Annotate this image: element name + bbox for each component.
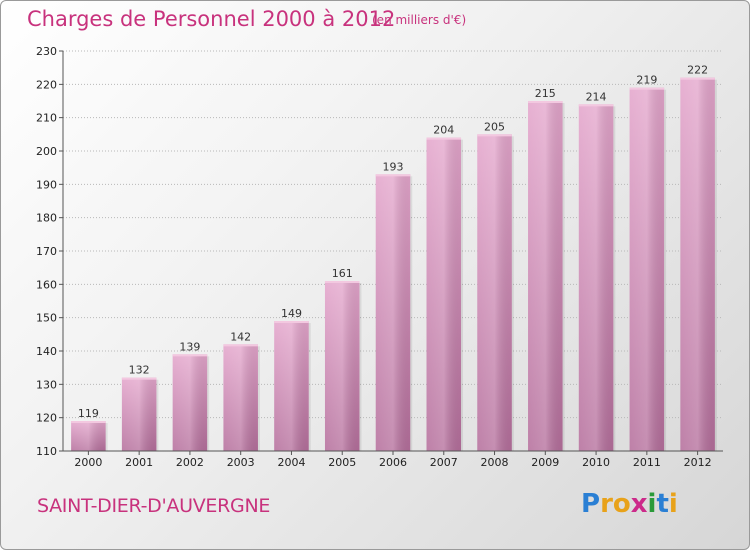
data-label: 161 [332, 267, 353, 280]
x-tick-label: 2010 [582, 456, 610, 469]
y-tick-label: 120 [36, 412, 57, 425]
logo-letter: r [600, 489, 613, 519]
x-tick-label: 2004 [277, 456, 305, 469]
y-axis: 110 120 130 140 150 160 170 180 190 200 210 220 230 [36, 45, 64, 458]
bar-sheen [324, 281, 360, 451]
x-axis: 2000 2001 2002 2003 2004 2005 2006 2007 2008 2009… [63, 450, 723, 469]
chart-subtitle: (en milliers d'€) [372, 13, 467, 27]
bar-top-edge [629, 87, 665, 90]
proxiti-logo: Proxiti [581, 489, 678, 519]
x-tick-label: 2001 [125, 456, 153, 469]
x-tick-label: 2012 [684, 456, 712, 469]
y-tick-label: 200 [36, 145, 57, 158]
data-label: 132 [129, 364, 150, 377]
data-label: 205 [484, 120, 505, 133]
logo-letter: P [581, 489, 601, 519]
x-tick-label: 2011 [633, 456, 661, 469]
data-label: 119 [78, 407, 99, 420]
y-tick-label: 150 [36, 312, 57, 325]
y-tick-label: 210 [36, 112, 57, 125]
data-label: 149 [281, 307, 302, 320]
x-tick-label: 2003 [227, 456, 255, 469]
bar-sheen [71, 421, 106, 451]
bar-sheen [121, 377, 157, 451]
x-tick-label: 2005 [328, 456, 356, 469]
bar-sheen [629, 87, 665, 452]
y-tick-label: 190 [36, 178, 57, 191]
logo-letter: i [647, 489, 657, 519]
y-tick-label: 180 [36, 212, 57, 225]
bar-top-edge [680, 77, 715, 80]
bar-top-edge [71, 421, 106, 423]
bar-top-edge [375, 174, 411, 177]
y-tick-label: 160 [36, 278, 57, 291]
bar-top-edge [223, 344, 258, 347]
bar-sheen [477, 134, 512, 452]
bars: 119 132 139 142 149 161 193 204 205 215 214 219 222 [71, 64, 717, 452]
y-tick-label: 140 [36, 345, 57, 358]
data-label: 142 [230, 330, 251, 343]
data-label: 215 [535, 87, 556, 100]
bar-sheen [578, 104, 614, 451]
bar-sheen [426, 137, 462, 451]
x-tick-label: 2009 [531, 456, 559, 469]
bar-sheen [528, 101, 563, 451]
bar-top-edge [426, 137, 462, 140]
bar-top-edge [324, 281, 360, 283]
bar-sheen [274, 321, 309, 451]
bar-sheen [680, 77, 715, 452]
x-tick-label: 2006 [379, 456, 407, 469]
bar-top-edge [274, 321, 309, 323]
y-tick-label: 170 [36, 245, 57, 258]
bar-sheen [375, 174, 411, 452]
logo-letter: t [656, 489, 669, 519]
bar-sheen [172, 354, 208, 451]
x-tick-label: 2002 [176, 456, 204, 469]
bar-top-edge [172, 354, 208, 357]
x-tick-label: 2008 [481, 456, 509, 469]
data-label: 139 [179, 340, 200, 353]
data-label: 204 [433, 124, 454, 137]
logo-letter: o [612, 489, 631, 519]
bar-top-edge [578, 104, 614, 107]
data-label: 214 [586, 90, 607, 103]
data-label: 193 [383, 160, 404, 173]
commune-name: SAINT-DIER-D'AUVERGNE [37, 495, 271, 517]
bar-sheen [223, 344, 258, 451]
bar-top-edge [477, 134, 512, 137]
data-label: 222 [687, 64, 708, 77]
y-tick-label: 230 [36, 45, 57, 58]
bar-top-edge [528, 101, 563, 103]
y-tick-label: 110 [36, 445, 57, 458]
chart-title: Charges de Personnel 2000 à 2012 [27, 7, 396, 31]
x-tick-label: 2007 [430, 456, 458, 469]
y-tick-label: 130 [36, 378, 57, 391]
logo-letter: x [630, 489, 648, 519]
x-tick-label: 2000 [74, 456, 102, 469]
bar-top-edge [121, 377, 157, 380]
y-tick-label: 220 [36, 78, 57, 91]
logo-letter: i [668, 489, 678, 519]
data-label: 219 [636, 74, 657, 87]
